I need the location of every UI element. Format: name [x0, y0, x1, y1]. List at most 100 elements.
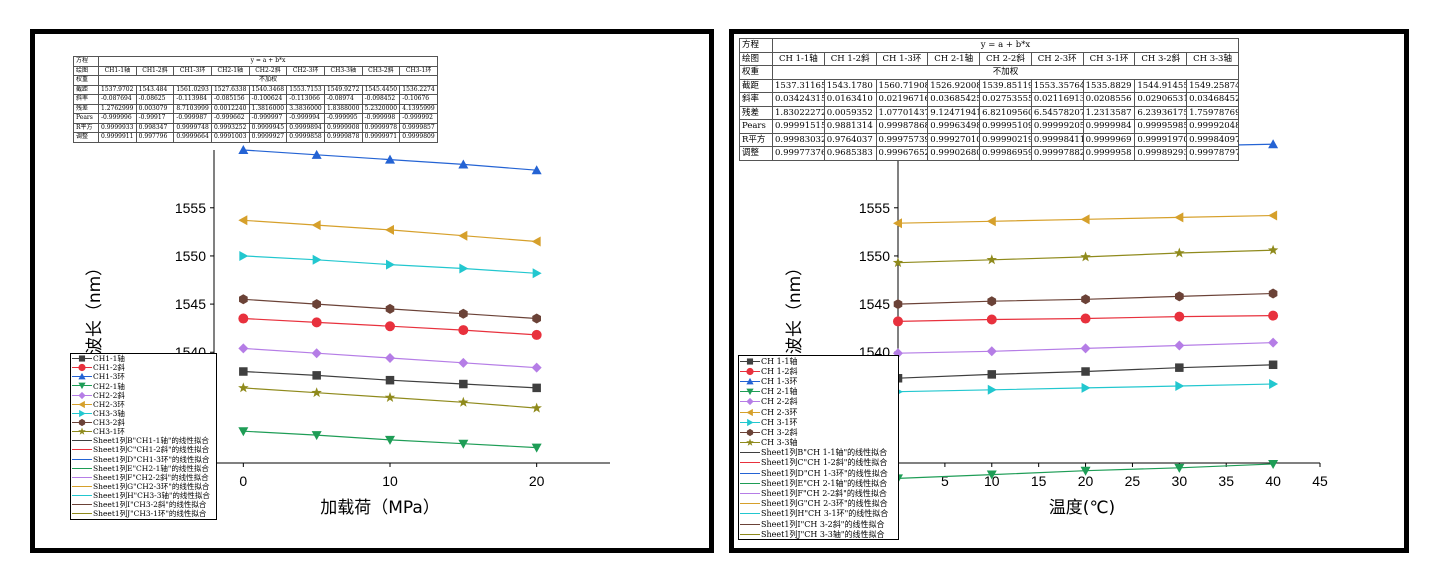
legend-marker-icon — [72, 427, 92, 435]
table-cell: 1539.85119 — [979, 78, 1032, 93]
left-data-point — [311, 317, 322, 328]
legend-line-icon — [72, 513, 92, 515]
legend-line-icon — [72, 486, 92, 488]
table-cell: 0.9999984 — [1082, 119, 1136, 134]
table-cell: 0.99998411 — [1030, 132, 1084, 147]
legend-label: CH2-2斜 — [93, 390, 125, 400]
table-cell: 1537.31165 — [772, 78, 825, 93]
legend-item: CH1-3环 — [71, 372, 216, 381]
legend-item: CH 1-1轴 — [739, 356, 898, 366]
table-cell: 0.99992048 — [1186, 119, 1239, 134]
legend-label: CH 2-2斜 — [761, 397, 798, 407]
left-data-point — [386, 259, 395, 270]
left-data-point — [458, 396, 469, 407]
table-cell: 0.99902680 — [927, 146, 981, 161]
table-row: 调整 0.99977376 0.9685383 0.99967652 0.9990268… — [739, 146, 1239, 161]
table-cell: CH2-3环 — [286, 65, 325, 76]
table-cell: 9.12471941 — [927, 105, 981, 120]
table-cell: 0.99987868 — [875, 119, 929, 134]
table-cell: -0.113066 — [286, 94, 325, 105]
right-y-tick-label: 1550 — [859, 248, 890, 264]
legend-line-icon — [740, 462, 760, 464]
legend-line-icon — [72, 458, 92, 460]
right-data-point — [986, 254, 997, 265]
legend-line-icon — [740, 482, 760, 484]
legend-item: Sheet1列I"CH 3-2斜"的线性拟合 — [739, 519, 898, 529]
left-data-point — [531, 402, 542, 413]
legend-item: CH 1-2斜 — [739, 366, 898, 376]
table-cell: CH 1-3环 — [875, 51, 929, 66]
left-y-tick-label: 1545 — [175, 296, 206, 312]
legend-item: Sheet1列D"CH 1-3环"的线性拟合 — [739, 468, 898, 478]
left-data-point — [238, 145, 249, 154]
right-x-tick-label: 5 — [941, 473, 949, 489]
left-data-point — [459, 308, 468, 319]
right-y-axis-title: 波长（nm） — [785, 259, 805, 354]
table-cell: 1.83022272 — [772, 105, 825, 120]
table-row: 方程 y = a + b*x — [739, 38, 1239, 53]
table-cell: 1.75978769 — [1186, 105, 1239, 120]
left-data-point — [311, 348, 322, 359]
left-data-point — [532, 383, 541, 393]
left-data-point — [311, 220, 321, 231]
right-data-point — [892, 257, 904, 268]
legend-item: CH 2-2斜 — [739, 397, 898, 407]
legend-label: Sheet1列G"CH 2-3环"的线性拟合 — [761, 499, 888, 509]
table-cell: -0.999992 — [399, 113, 438, 124]
table-cell: CH 2-3环 — [1030, 51, 1084, 66]
legend-label: CH 3-1环 — [761, 417, 798, 427]
table-cell: 8.7103999 — [173, 103, 212, 114]
table-cell: -0.087694 — [98, 94, 137, 105]
left-data-point — [239, 367, 248, 376]
legend-label: Sheet1列H"CH 3-1环"的线性拟合 — [761, 509, 889, 519]
legend-item: CH2-2斜 — [71, 391, 216, 400]
legend-marker-icon — [740, 408, 760, 416]
table-cell: 0.998347 — [135, 122, 175, 133]
right-data-point — [1175, 291, 1184, 302]
table-cell: 0.02906531 — [1134, 92, 1188, 107]
right-data-point — [987, 296, 997, 307]
legend-label: Sheet1列G"CH2-3环"的线性拟合 — [93, 482, 210, 492]
left-data-point — [238, 382, 249, 393]
legend-marker-icon — [72, 391, 92, 399]
legend-label: Sheet1列J"CH3-1环"的线性拟合 — [93, 509, 207, 519]
left-data-point — [311, 387, 322, 398]
right-data-point — [1267, 244, 1279, 255]
legend-line-icon — [740, 472, 760, 474]
table-cell: 不加权 — [98, 75, 438, 86]
table-cell: CH3-2斜 — [361, 65, 401, 76]
right-data-point — [986, 216, 996, 227]
table-cell: 0.03424315 — [772, 92, 825, 107]
table-cell: 0.9999908 — [323, 122, 363, 133]
legend-item: Sheet1列B"CH 1-1轴"的线性拟合 — [739, 448, 898, 458]
table-cell: 0.0163410 — [823, 92, 877, 107]
right-data-point — [893, 316, 903, 327]
table-cell: 0.99975739 — [875, 132, 929, 147]
table-cell: 0.9685383 — [823, 146, 877, 161]
right-data-point — [1080, 214, 1090, 225]
legend-marker-icon — [72, 355, 92, 362]
table-row: 截距 1537.31165 1543.1780 1560.71908 1526.9200… — [739, 78, 1239, 93]
table-cell: 1.8388000 — [323, 103, 363, 114]
right-data-point — [1081, 367, 1090, 376]
table-cell: 0.9999858 — [286, 132, 325, 143]
right-data-point — [1269, 379, 1279, 390]
table-cell: 不加权 — [772, 65, 1239, 80]
legend-item: Sheet1列E"CH 2-1轴"的线性拟合 — [739, 478, 898, 488]
legend-item: Sheet1列H"CH3-3轴"的线性拟合 — [71, 491, 216, 500]
left-data-point — [531, 329, 542, 340]
right-data-point — [1174, 340, 1185, 351]
table-row: 绘图 CH1-1轴 CH1-2斜 CH1-3环 CH2-1轴 CH2-2斜 CH2-3环 CH… — [73, 65, 438, 76]
table-cell: 0.99991515 — [772, 119, 825, 134]
right-y-tick-label: 1555 — [859, 200, 890, 216]
table-cell: 0.9999933 — [98, 122, 137, 133]
table-cell: 0.99963498 — [927, 119, 981, 134]
legend-label: CH2-3环 — [93, 399, 125, 409]
left-y-tick-label: 1550 — [175, 248, 206, 264]
legend-marker-icon — [740, 388, 760, 396]
legend-item: CH 3-3轴 — [739, 438, 898, 448]
table-cell: 0.997796 — [135, 132, 175, 143]
table-cell: 0.99995985 — [1134, 119, 1188, 134]
table-cell: 1536.2274 — [399, 84, 438, 95]
